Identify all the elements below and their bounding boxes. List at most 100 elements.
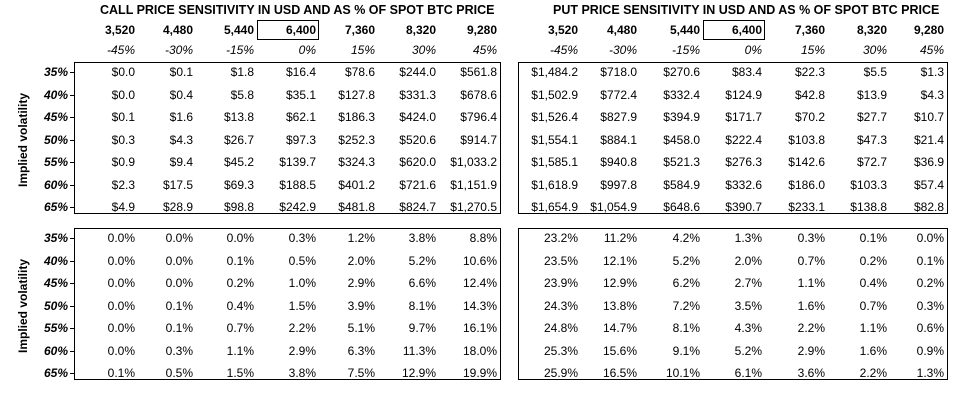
call-usd-value-cell: $4.9 (111, 200, 135, 214)
call-usd-value-cell: $520.6 (399, 132, 436, 147)
put-pct-value-cell: 12.1% (602, 253, 637, 268)
call-usd-value-cell: $9.4 (169, 155, 193, 169)
put-usd-value-cell: $1,484.2 (531, 65, 578, 79)
put-usd-value-cell: $521.3 (663, 155, 700, 169)
call-pct-value-cell: 0.0% (107, 276, 135, 290)
call-pct-value-cell: 3.8% (288, 366, 316, 380)
put-pct-value-cell: 0.0% (916, 231, 944, 245)
volatility-row-label: 40% (43, 253, 68, 268)
call-pct-value-cell: 2.9% (347, 276, 375, 290)
volatility-row-label: 55% (43, 321, 68, 335)
call-pct-value-cell: 16.1% (462, 321, 497, 335)
put-pct-value-cell: 25.3% (543, 343, 578, 358)
row-tick (70, 207, 74, 208)
call-usd-frame (74, 62, 501, 214)
call-pct-value-cell: 12.4% (462, 276, 497, 290)
implied-volatility-axis-label: Implied volatility (16, 258, 30, 354)
put-pct-value-cell: 23.9% (543, 276, 578, 290)
put-pct-value-cell: 9.1% (672, 343, 700, 358)
call-pct-value-cell: 0.5% (165, 366, 193, 380)
row-tick (70, 283, 74, 284)
call-usd-value-cell: $0.1 (111, 110, 135, 124)
put-pct-value-cell: 5.2% (734, 343, 762, 358)
call-usd-value-cell: $244.0 (399, 65, 436, 79)
put-spot-change-header: -45% (549, 43, 578, 57)
call-spot-price-header: 5,440 (223, 23, 254, 37)
call-usd-value-cell: $252.3 (338, 132, 375, 147)
call-spot-price-header: 8,320 (405, 23, 436, 37)
call-usd-value-cell: $1.8 (230, 65, 254, 79)
call-usd-value-cell: $1,033.2 (450, 155, 497, 169)
call-usd-value-cell: $0.0 (111, 87, 135, 102)
call-pct-value-cell: 3.9% (347, 298, 375, 313)
call-pct-value-cell: 0.1% (107, 366, 135, 380)
put-pct-value-cell: 1.6% (859, 343, 887, 358)
call-spot-price-header: 4,480 (162, 23, 193, 37)
put-pct-value-cell: 16.5% (602, 366, 637, 380)
put-usd-value-cell: $584.9 (663, 177, 700, 192)
call-usd-value-cell: $1.6 (169, 110, 193, 124)
call-pct-value-cell: 0.0% (165, 276, 193, 290)
put-pct-value-cell: 25.9% (543, 366, 578, 380)
put-pct-value-cell: 0.7% (797, 253, 825, 268)
put-spot-price-header: 3,520 (547, 23, 578, 37)
volatility-row-label: 45% (43, 110, 68, 124)
call-pct-value-cell: 0.0% (107, 343, 135, 358)
put-pct-value-cell: 2.7% (734, 276, 762, 290)
call-usd-value-cell: $721.6 (399, 177, 436, 192)
call-usd-value-cell: $17.5 (162, 177, 193, 192)
put-usd-value-cell: $4.3 (920, 87, 944, 102)
call-usd-value-cell: $78.6 (344, 65, 375, 79)
row-tick (70, 184, 74, 186)
call-pct-value-cell: 10.6% (462, 253, 497, 268)
call-usd-value-cell: $97.3 (285, 132, 316, 147)
put-pct-value-cell: 15.6% (602, 343, 637, 358)
put-pct-value-cell: 2.0% (734, 253, 762, 268)
call-usd-value-cell: $401.2 (338, 177, 375, 192)
put-usd-value-cell: $1,502.9 (531, 87, 578, 102)
call-pct-value-cell: 0.2% (226, 276, 254, 290)
put-usd-value-cell: $1,654.9 (531, 200, 578, 214)
call-usd-value-cell: $0.4 (169, 87, 193, 102)
put-usd-value-cell: $458.0 (663, 132, 700, 147)
put-usd-frame (518, 62, 948, 214)
call-spot-change-header: 30% (411, 43, 436, 57)
put-spot-price-header: 9,280 (913, 23, 944, 37)
call-usd-value-cell: $186.3 (338, 110, 375, 124)
call-spot-change-header: 15% (350, 43, 375, 57)
put-pct-value-cell: 14.7% (602, 321, 637, 335)
call-spot-change-header: 45% (472, 43, 497, 57)
put-usd-value-cell: $36.9 (913, 155, 944, 169)
call-spot-change-header: -15% (225, 43, 254, 57)
put-usd-value-cell: $997.8 (600, 177, 637, 192)
put-usd-value-cell: $70.2 (794, 110, 825, 124)
row-tick (70, 328, 74, 329)
call-usd-value-cell: $4.3 (169, 132, 193, 147)
call-pct-value-cell: 6.6% (408, 276, 436, 290)
put-usd-value-cell: $47.3 (856, 132, 887, 147)
put-pct-value-cell: 10.1% (665, 366, 700, 380)
call-usd-value-cell: $45.2 (223, 155, 254, 169)
put-pct-value-cell: 1.3% (734, 231, 762, 245)
put-usd-value-cell: $186.0 (788, 177, 825, 192)
call-pct-value-cell: 1.2% (347, 231, 375, 245)
call-usd-value-cell: $35.1 (285, 87, 316, 102)
put-pct-value-cell: 1.3% (916, 366, 944, 380)
call-pct-value-cell: 11.3% (402, 343, 436, 358)
put-usd-value-cell: $394.9 (663, 110, 700, 124)
row-tick (70, 373, 74, 374)
put-usd-value-cell: $5.5 (863, 65, 887, 79)
put-pct-value-cell: 0.3% (916, 298, 944, 313)
put-usd-value-cell: $1,554.1 (531, 132, 578, 147)
put-usd-value-cell: $332.4 (663, 87, 700, 102)
put-usd-value-cell: $1,526.4 (531, 110, 578, 124)
implied-volatility-axis-label: Implied volatility (16, 92, 30, 188)
volatility-row-label: 65% (43, 366, 68, 380)
volatility-row-label: 50% (43, 298, 68, 313)
call-usd-value-cell: $69.3 (223, 177, 254, 192)
put-pct-value-cell: 0.2% (859, 253, 887, 268)
call-spot-highlight (257, 20, 319, 40)
put-usd-value-cell: $1.3 (920, 65, 944, 79)
call-usd-value-cell: $139.7 (279, 155, 316, 169)
call-pct-value-cell: 14.3% (462, 298, 497, 313)
